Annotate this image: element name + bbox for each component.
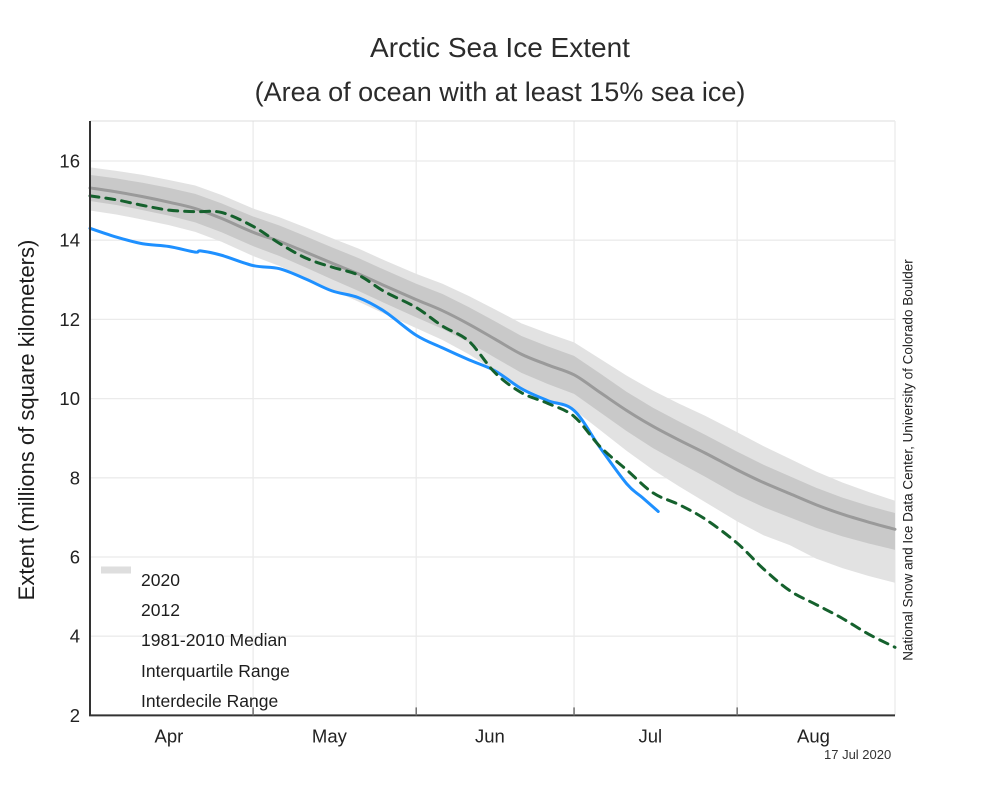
legend-label-median: 1981-2010 Median xyxy=(141,630,287,651)
legend-swatch-interdecile-band xyxy=(101,566,131,707)
series-2012-line xyxy=(88,194,897,649)
series-2020-line xyxy=(88,226,660,513)
y-tick-label-6: 6 xyxy=(70,547,80,568)
legend-swatch-interquartile-band xyxy=(101,566,131,676)
y-tick-label-8: 8 xyxy=(70,467,80,488)
interdecile-range-band xyxy=(90,167,895,583)
y-tick-label-2: 2 xyxy=(70,705,80,726)
series-1981-2010-median-line xyxy=(88,186,897,531)
legend-label-2012: 2012 xyxy=(141,600,180,621)
chart-title: Arctic Sea Ice Extent xyxy=(370,32,630,63)
x-tick-label-jun: Jun xyxy=(475,725,505,746)
y-tick-label-14: 14 xyxy=(59,230,80,251)
interquartile-range-band xyxy=(90,174,895,550)
axes xyxy=(89,121,895,717)
y-tick-label-12: 12 xyxy=(59,309,80,330)
tick-labels: 2 4 6 8 10 12 14 16 Apr May Jun Jul Aug xyxy=(59,151,829,747)
attribution-text: National Snow and Ice Data Center, Unive… xyxy=(900,259,916,661)
legend-label-interquartile: Interquartile Range xyxy=(141,660,290,681)
y-axis-title: Extent (millions of square kilometers) xyxy=(14,239,39,601)
range-bands xyxy=(90,167,895,583)
title-block: Arctic Sea Ice Extent (Area of ocean wit… xyxy=(0,26,1000,114)
x-tick-label-apr: Apr xyxy=(155,725,184,746)
legend-label-2020: 2020 xyxy=(141,569,180,590)
x-tick-label-may: May xyxy=(312,725,348,746)
x-tick-label-aug: Aug xyxy=(797,725,830,746)
legend-swatch-2020-line xyxy=(101,568,131,585)
y-tick-label-16: 16 xyxy=(59,151,80,172)
legend-swatch-2012-dashed-line xyxy=(101,568,131,616)
legend-item-interquartile-range: Interquartile Range xyxy=(101,566,290,686)
date-stamp: 17 Jul 2020 xyxy=(824,747,892,762)
x-tick-label-jul: Jul xyxy=(639,725,663,746)
legend-swatch-median-line xyxy=(101,568,131,646)
legend-item-median: 1981-2010 Median xyxy=(101,568,290,656)
chart-subtitle: (Area of ocean with at least 15% sea ice… xyxy=(254,76,746,107)
y-tick-label-4: 4 xyxy=(70,626,80,647)
y-tick-label-10: 10 xyxy=(59,388,80,409)
legend-item-interdecile-range: Interdecile Range xyxy=(101,566,290,717)
legend-label-interdecile: Interdecile Range xyxy=(141,691,279,712)
legend: 2020 2012 1981-2010 Median Interquartile… xyxy=(101,565,290,717)
legend-item-2012: 2012 xyxy=(101,568,290,625)
